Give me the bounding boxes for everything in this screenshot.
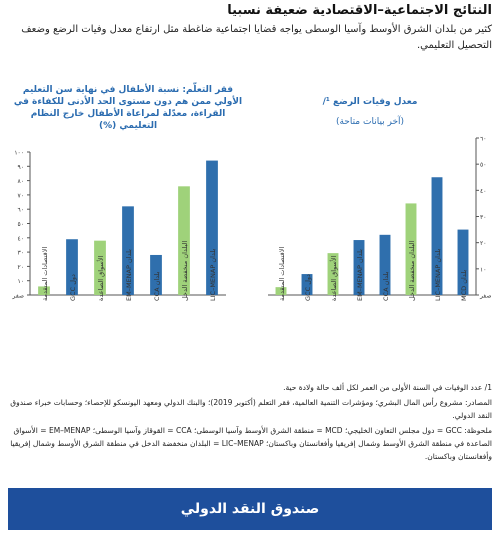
bar [178, 186, 190, 295]
bar [431, 177, 443, 295]
y-tick-label: ٧٠ [18, 192, 24, 199]
y-tick-label: ٩٠ [18, 164, 24, 171]
abbreviations-note: ملحوظة: GCC = دول مجلس التعاون الخليجي؛ … [10, 426, 492, 461]
imf-footer-banner: صندوق النقد الدولي [8, 488, 492, 530]
page-title: النتائج الاجتماعية–الاقتصادية ضعيفة نسبي… [227, 3, 492, 18]
bar [457, 229, 469, 295]
bar [38, 286, 50, 295]
right-chart-subtitle: (آخر بيانات متاحة) [335, 117, 405, 127]
category-label: بلدان EM–MENAP [356, 249, 364, 301]
category-label: البلدان منخفضة الدخل [181, 241, 189, 301]
y-tick-label: صفر [479, 293, 491, 300]
category-label: الاقتصادات المتقدمة [278, 247, 286, 301]
y-tick-label: ٣٠ [18, 250, 24, 257]
y-tick-label: ١٠٠ [14, 150, 24, 157]
intro-text: كثير من بلدان الشرق الأوسط وآسيا الوسطى … [21, 24, 492, 51]
bar [327, 253, 339, 295]
y-tick-label: ٢٠ [480, 240, 486, 247]
bar [301, 274, 313, 295]
y-tick-label: ٥٠ [480, 162, 486, 169]
y-tick-label: ٨٠ [18, 178, 24, 185]
y-tick-label: ٦٠ [480, 136, 486, 143]
footnote-1: 1/ عدد الوفيات في السنة الأولى من العمر … [283, 383, 492, 392]
bar [275, 287, 287, 295]
infant-mortality-chart: صفر ١٠ ٢٠ ٣٠ ٤٠ ٥٠ ٦٠ الاقتصادات المتقدمة دول GC… [268, 136, 491, 301]
y-tick-label: ٢٠ [18, 264, 24, 271]
category-label: بلدان CCA [153, 271, 161, 301]
y-tick-label: ١٠ [480, 266, 486, 273]
y-tick-label: ٤٠ [480, 188, 486, 195]
y-tick-label: ٣٠ [480, 214, 486, 221]
category-label: الأسواق الصاعدة [96, 255, 105, 301]
category-label: الاقتصادات المتقدمة [41, 247, 49, 301]
category-label: بلدان EM–MENAP [125, 249, 133, 301]
y-tick-label: ٤٠ [18, 235, 24, 242]
bar [379, 234, 391, 295]
bar [206, 160, 218, 295]
right-chart-title: معدل وفيات الرضع ¹/ [322, 97, 418, 107]
y-tick-label: صفر [12, 293, 24, 300]
y-tick-label: ٦٠ [18, 207, 24, 214]
category-label: دول GCC [69, 274, 77, 301]
notes: 1/ عدد الوفيات في السنة الأولى من العمر … [8, 381, 492, 465]
category-label: دول GCC [304, 274, 312, 301]
category-label: بلدان LIC–MENAP [209, 249, 217, 301]
bar [405, 203, 417, 295]
y-tick-label: ١٠ [18, 278, 24, 285]
category-label: بلدان LIC–MENAP [434, 249, 442, 301]
bar [150, 254, 162, 295]
bar [353, 240, 365, 295]
category-label: الأسواق الصاعدة [329, 255, 338, 301]
y-tick-label: ٥٠ [18, 221, 24, 228]
category-label: بلدان CCA [382, 271, 390, 301]
bar [122, 206, 134, 295]
bar [94, 240, 106, 295]
learning-poverty-chart: صفر ١٠ ٢٠ ٣٠ ٤٠ ٥٠ ٦٠ ٧٠ ٨٠ ٩٠ ١٠٠ الاقتصادات المتق… [12, 150, 226, 301]
category-label: البلدان منخفضة الدخل [408, 241, 416, 301]
left-chart-title: فقر التعلّم: نسبة الأطفال في نهاية سن ال… [13, 85, 243, 131]
category-label: بلدان MCD [460, 270, 468, 301]
sources-note: المصادر: مشروع رأس المال البشري؛ ومؤشرات… [10, 398, 492, 420]
bar [66, 239, 78, 295]
